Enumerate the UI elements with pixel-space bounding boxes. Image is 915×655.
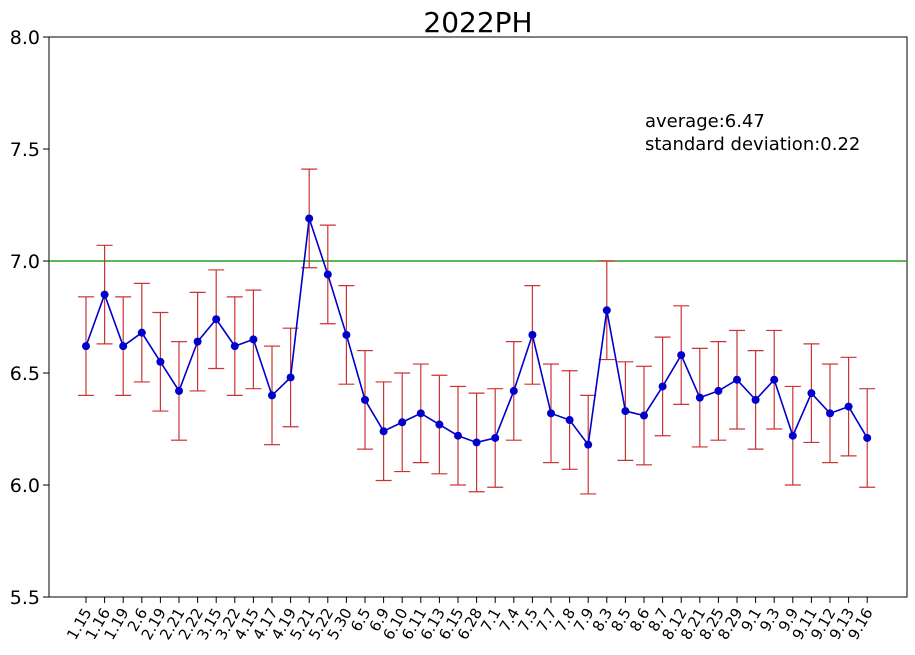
data-point [175, 386, 183, 395]
plot-area [48, 36, 908, 598]
data-point [528, 330, 537, 339]
data-point [416, 409, 425, 418]
data-point [826, 409, 834, 418]
data-point [435, 420, 444, 429]
data-point [286, 373, 295, 382]
x-axis-ticks: 1.151.161.192.62.192.212.223.153.224.154… [63, 597, 877, 643]
data-point [751, 395, 760, 404]
data-point [807, 389, 816, 398]
data-point [602, 306, 611, 315]
data-point [863, 433, 872, 442]
data-point [268, 391, 276, 400]
data-point [565, 416, 574, 425]
data-point [844, 402, 853, 411]
data-point [137, 328, 146, 337]
y-tick-label: 6.5 [10, 363, 40, 385]
data-point [119, 342, 128, 351]
data-point [472, 438, 481, 447]
data-point [640, 411, 648, 420]
y-tick-label: 5.5 [10, 587, 40, 609]
data-point [230, 342, 239, 351]
data-point [714, 386, 723, 395]
data-point [547, 409, 555, 418]
y-tick-label: 7.5 [10, 139, 40, 161]
y-tick-label: 7.0 [10, 251, 40, 273]
data-points-group [82, 214, 872, 449]
y-tick-label: 8.0 [10, 27, 40, 49]
data-point [658, 382, 667, 391]
data-point [379, 427, 388, 436]
data-point [695, 393, 704, 402]
data-point [733, 375, 741, 384]
y-tick-label: 6.0 [10, 475, 40, 497]
annotation-standard-deviation: standard deviation:0.22 [645, 134, 860, 155]
data-point [156, 357, 165, 366]
data-point [677, 351, 686, 360]
data-point [788, 431, 797, 440]
data-point [454, 431, 462, 440]
data-point [193, 337, 202, 346]
data-point [342, 330, 351, 339]
y-axis-ticks: 5.5 6.0 6.5 7.0 7.5 8.0 [10, 27, 49, 609]
data-point [323, 270, 332, 279]
chart-title: 2022PH [423, 6, 532, 39]
data-point [305, 214, 314, 223]
annotation-average: average:6.47 [645, 111, 765, 132]
data-point [398, 418, 407, 427]
data-point [491, 433, 500, 442]
data-point [82, 342, 90, 351]
data-point [249, 335, 258, 344]
data-point [584, 440, 593, 449]
data-point [621, 407, 630, 416]
data-point [361, 395, 369, 404]
data-point [100, 290, 109, 299]
data-point [770, 375, 779, 384]
error-bars-group [78, 168, 876, 495]
data-point [509, 386, 518, 395]
data-point [212, 315, 221, 324]
